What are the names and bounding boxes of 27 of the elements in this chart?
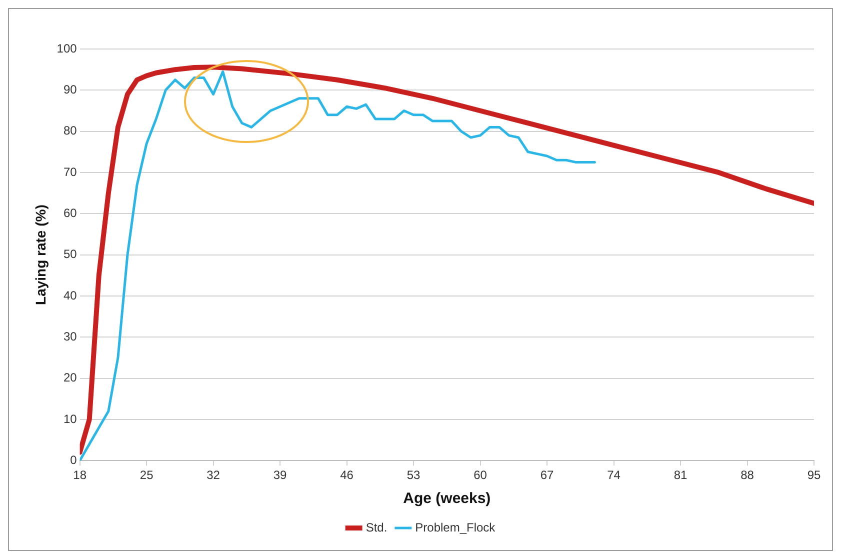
x-tick-label: 74: [607, 468, 621, 482]
y-tick-label: 40: [63, 288, 78, 302]
y-axis-title: Laying rate (%): [32, 204, 48, 305]
x-tick-label: 18: [73, 468, 87, 482]
y-tick-label: 100: [56, 41, 78, 56]
legend-label: Std.: [366, 520, 388, 534]
x-tick-label: 88: [740, 468, 754, 482]
x-tick-label: 39: [273, 468, 288, 482]
x-tick-label: 67: [540, 468, 554, 482]
y-tick-label: 80: [63, 124, 78, 138]
x-tick-label: 32: [206, 468, 220, 482]
y-tick-label: 10: [63, 412, 78, 426]
x-tick-label: 81: [674, 468, 688, 482]
y-tick-label: 50: [63, 247, 78, 262]
y-tick-label: 20: [63, 370, 78, 385]
x-tick-label: 46: [340, 468, 354, 482]
y-tick-label: 60: [63, 206, 78, 220]
legend-label: Problem_Flock: [415, 520, 496, 534]
y-tick-label: 90: [63, 82, 78, 96]
y-tick-label: 30: [63, 329, 78, 344]
x-axis-title: Age (weeks): [403, 490, 491, 508]
y-tick-label: 0: [70, 452, 78, 467]
y-tick-label: 70: [63, 164, 78, 179]
x-tick-label: 95: [807, 468, 821, 482]
x-tick-label: 25: [140, 468, 154, 482]
x-tick-label: 53: [406, 468, 421, 482]
x-tick-label: 60: [474, 468, 488, 482]
